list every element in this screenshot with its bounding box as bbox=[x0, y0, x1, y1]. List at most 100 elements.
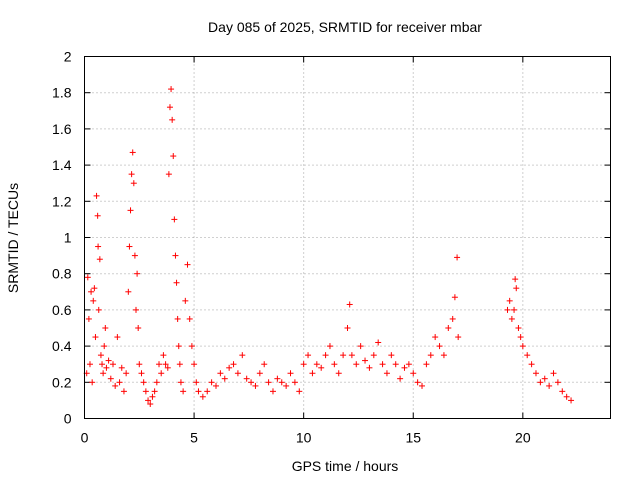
data-point bbox=[99, 361, 106, 368]
data-point bbox=[96, 256, 103, 263]
data-point bbox=[125, 288, 132, 295]
data-point bbox=[362, 357, 369, 364]
data-point bbox=[348, 352, 355, 359]
data-point bbox=[278, 379, 285, 386]
data-point bbox=[287, 370, 294, 377]
data-point bbox=[84, 274, 91, 281]
x-axis-label: GPS time / hours bbox=[292, 458, 399, 474]
data-point bbox=[128, 171, 135, 178]
data-point bbox=[554, 379, 561, 386]
data-point bbox=[513, 285, 520, 292]
data-point bbox=[169, 116, 176, 123]
data-point bbox=[171, 216, 178, 223]
data-point bbox=[175, 343, 182, 350]
y-tick-labels: 0 0.2 0.4 0.6 0.8 1 1.2 1.4 1.6 1.8 2 bbox=[52, 49, 72, 427]
data-point bbox=[506, 297, 513, 304]
data-point bbox=[94, 212, 101, 219]
data-point bbox=[318, 364, 325, 371]
data-point bbox=[563, 393, 570, 400]
data-point bbox=[95, 243, 102, 250]
data-point bbox=[172, 252, 179, 259]
data-point bbox=[138, 370, 145, 377]
y-tick-label: 1.2 bbox=[52, 193, 72, 209]
data-point bbox=[230, 361, 237, 368]
data-point bbox=[102, 325, 109, 331]
data-point bbox=[451, 294, 458, 301]
data-point bbox=[388, 352, 395, 359]
y-tick-label: 1.6 bbox=[52, 121, 72, 137]
data-point bbox=[97, 352, 104, 359]
data-point bbox=[90, 297, 97, 304]
data-point bbox=[541, 375, 548, 382]
y-tick-label: 1.4 bbox=[52, 157, 72, 173]
x-tick-label: 0 bbox=[81, 430, 89, 446]
data-point bbox=[331, 361, 338, 368]
y-tick-label: 0 bbox=[64, 411, 72, 427]
data-point bbox=[217, 370, 224, 377]
data-point bbox=[291, 379, 298, 386]
y-tick-label: 1.8 bbox=[52, 85, 72, 101]
data-point bbox=[168, 86, 175, 93]
data-point bbox=[326, 343, 333, 350]
data-point bbox=[114, 334, 121, 341]
y-tick-label: 0.2 bbox=[52, 374, 72, 390]
data-point bbox=[427, 352, 434, 359]
data-point bbox=[370, 352, 377, 359]
data-point bbox=[340, 352, 347, 359]
data-point bbox=[186, 315, 193, 322]
data-point bbox=[91, 285, 98, 292]
data-point bbox=[130, 180, 137, 187]
data-point bbox=[243, 375, 250, 382]
data-point bbox=[419, 382, 426, 389]
data-point bbox=[118, 364, 125, 371]
y-tick-label: 0.6 bbox=[52, 302, 72, 318]
data-point bbox=[392, 361, 399, 368]
data-point bbox=[103, 364, 110, 371]
data-point bbox=[160, 352, 167, 359]
data-point bbox=[107, 375, 114, 382]
data-point bbox=[182, 297, 189, 304]
data-point bbox=[512, 276, 519, 283]
data-point bbox=[375, 339, 382, 346]
data-point bbox=[335, 370, 342, 377]
data-point bbox=[353, 361, 360, 368]
data-point bbox=[261, 361, 268, 368]
data-point bbox=[397, 375, 404, 382]
y-tick-label: 0.4 bbox=[52, 338, 72, 354]
data-point bbox=[93, 192, 100, 199]
plot-frame bbox=[84, 56, 611, 419]
data-point bbox=[133, 306, 140, 313]
data-point bbox=[274, 375, 281, 382]
data-point bbox=[85, 315, 92, 322]
data-point bbox=[136, 361, 143, 368]
data-point bbox=[95, 306, 102, 313]
data-point bbox=[195, 388, 202, 395]
data-point bbox=[112, 382, 119, 389]
data-point bbox=[221, 375, 228, 382]
data-point bbox=[239, 352, 246, 359]
x-tick-label: 15 bbox=[405, 430, 421, 446]
data-point bbox=[176, 361, 183, 368]
x-tick-label: 10 bbox=[296, 430, 312, 446]
data-point bbox=[184, 261, 191, 268]
data-point bbox=[410, 370, 417, 377]
data-point bbox=[213, 382, 219, 389]
data-point bbox=[252, 382, 259, 389]
data-point bbox=[265, 379, 272, 386]
data-point bbox=[440, 352, 447, 359]
chart-title: Day 085 of 2025, SRMTID for receiver mba… bbox=[208, 19, 482, 35]
data-point bbox=[511, 306, 518, 313]
data-point bbox=[432, 334, 439, 341]
data-point bbox=[145, 397, 152, 404]
data-point bbox=[123, 370, 130, 377]
data-point bbox=[401, 364, 408, 371]
data-point bbox=[131, 252, 138, 259]
data-point bbox=[537, 379, 544, 386]
data-point bbox=[105, 357, 112, 364]
data-point bbox=[283, 382, 290, 389]
x-tick-label: 5 bbox=[190, 430, 198, 446]
data-point bbox=[135, 325, 142, 331]
data-points bbox=[83, 86, 575, 408]
data-point bbox=[309, 370, 316, 377]
